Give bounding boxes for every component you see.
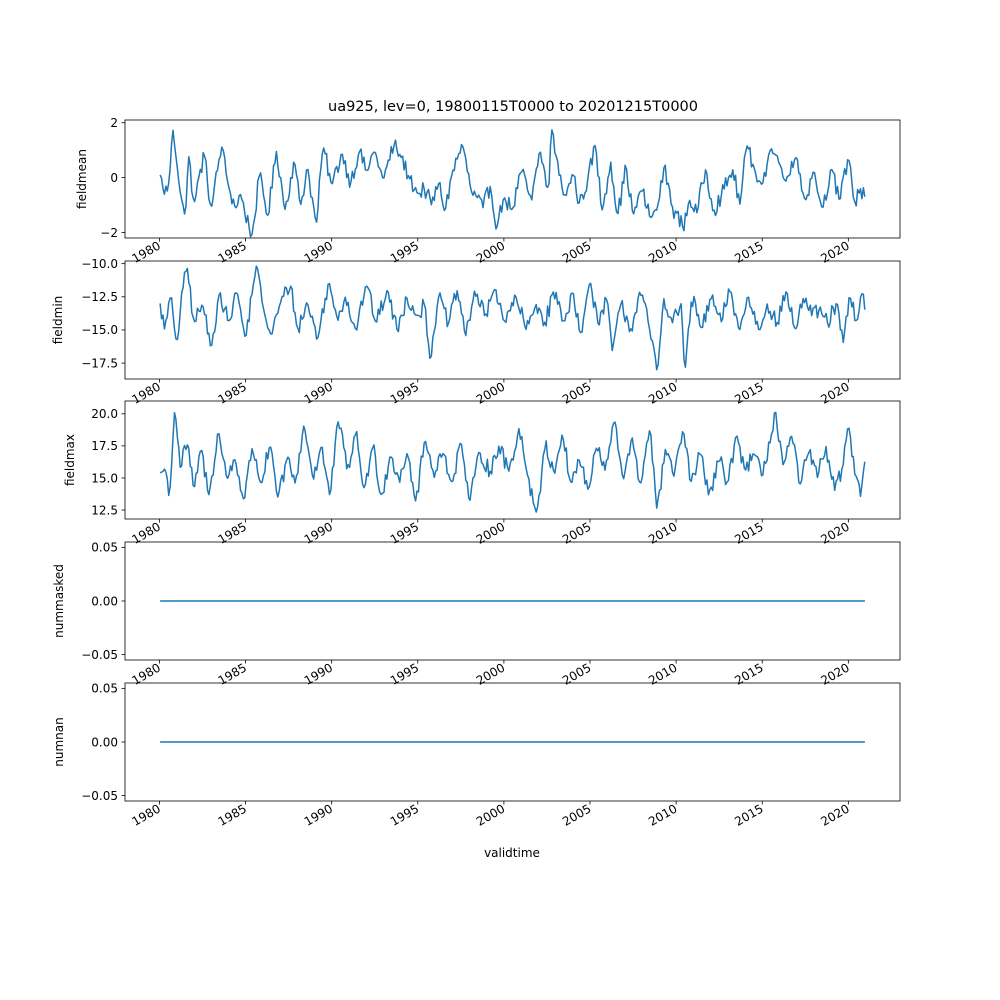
y-tick-label: 20.0 [91, 407, 118, 421]
x-tick-label: 1990 [302, 660, 335, 687]
x-tick-label: 1980 [129, 660, 162, 687]
x-tick-label: 1990 [302, 801, 335, 828]
x-tick-label: 2015 [732, 238, 765, 265]
x-tick-label: 1995 [388, 519, 421, 546]
y-tick-label: 2 [110, 116, 118, 130]
x-tick-label: 1980 [129, 519, 162, 546]
panels: 2 0 −2 1980 1985 1990 1995 2000 2005 2010 2015 2020… [51, 116, 901, 829]
x-tick-label: 2010 [646, 238, 679, 265]
x-tick-label: 2005 [560, 660, 593, 687]
x-tick-label: 2020 [818, 801, 851, 828]
y-tick-label: −2 [100, 226, 118, 240]
x-tick-label: 1980 [129, 801, 162, 828]
x-tick-label: 2010 [646, 801, 679, 828]
x-tick-label: 1995 [388, 801, 421, 828]
x-tick-label: 2015 [732, 379, 765, 406]
axes-frame [124, 260, 901, 380]
x-tick-label: 1990 [302, 238, 335, 265]
x-tick-label: 2010 [646, 379, 679, 406]
x-tick-label: 2020 [818, 379, 851, 406]
x-tick-label: 1985 [216, 801, 249, 828]
panel-numnan: 0.05 0.00 −0.05 1980 1985 1990 1995 2000 2005 201… [52, 682, 901, 829]
series-line-fieldmax [159, 411, 866, 513]
x-tick-label: 1990 [302, 519, 335, 546]
x-tick-label: 2000 [474, 519, 507, 546]
x-tick-label: 1985 [216, 519, 249, 546]
x-tick-label: 1985 [216, 379, 249, 406]
x-tick-label: 1980 [129, 379, 162, 406]
panel-fieldmax: 20.0 17.5 15.0 12.5 1980 1985 1990 1995 2000 2005… [63, 400, 901, 547]
x-tick-label: 1990 [302, 379, 335, 406]
y-axis-label-nummasked: nummasked [52, 564, 66, 638]
x-tick-label: 2000 [474, 660, 507, 687]
y-tick-label: 0.00 [91, 594, 118, 608]
axes-frame [124, 400, 901, 520]
series-line-fieldmin [159, 265, 866, 371]
x-tick-label: 1995 [388, 660, 421, 687]
y-tick-label: −0.05 [81, 648, 118, 662]
x-tick-label: 2005 [560, 519, 593, 546]
x-tick-label: 2000 [474, 379, 507, 406]
y-tick-label: 0.00 [91, 735, 118, 749]
x-tick-label: 2015 [732, 801, 765, 828]
x-tick-label: 1995 [388, 238, 421, 265]
y-tick-label: 15.0 [91, 471, 118, 485]
y-axis-label-fieldmax: fieldmax [63, 434, 77, 486]
x-tick-label: 2015 [732, 519, 765, 546]
panel-nummasked: 0.05 0.00 −0.05 1980 1985 1990 1995 2000 2005 201… [52, 541, 901, 688]
y-tick-label: −17.5 [81, 356, 118, 370]
y-tick-label: 0.05 [91, 541, 118, 555]
x-tick-label: 2005 [560, 801, 593, 828]
x-tick-label: 2000 [474, 801, 507, 828]
x-axis-label: validtime [484, 846, 540, 860]
x-tick-label: 2005 [560, 379, 593, 406]
y-axis-label-numnan: numnan [52, 717, 66, 766]
x-tick-label: 2000 [474, 238, 507, 265]
y-tick-label: 17.5 [91, 439, 118, 453]
y-tick-label: −12.5 [81, 290, 118, 304]
x-tick-label: 2020 [818, 238, 851, 265]
x-tick-label: 1995 [388, 379, 421, 406]
x-tick-label: 2010 [646, 519, 679, 546]
y-tick-label: −15.0 [81, 323, 118, 337]
axes-frame [124, 119, 901, 239]
y-axis-label-fieldmin: fieldmin [51, 296, 65, 345]
panel-fieldmin: −10.0 −12.5 −15.0 −17.5 1980 1985 1990 1995 2000… [51, 257, 901, 407]
x-tick-label: 2005 [560, 238, 593, 265]
x-tick-label: 2015 [732, 660, 765, 687]
y-tick-label: 0 [110, 171, 118, 185]
y-axis-label-fieldmean: fieldmean [75, 149, 89, 209]
x-tick-label: 1985 [216, 238, 249, 265]
x-tick-label: 2020 [818, 519, 851, 546]
x-tick-label: 1985 [216, 660, 249, 687]
x-tick-label: 2020 [818, 660, 851, 687]
x-tick-label: 2010 [646, 660, 679, 687]
x-tick-label: 1980 [129, 238, 162, 265]
y-tick-label: 12.5 [91, 503, 118, 517]
series-line-fieldmean [159, 129, 866, 238]
y-tick-label: 0.05 [91, 682, 118, 696]
panel-fieldmean: 2 0 −2 1980 1985 1990 1995 2000 2005 2010 2015 2020… [75, 116, 901, 266]
chart-title: ua925, lev=0, 19800115T0000 to 20201215T… [328, 99, 698, 115]
y-tick-label: −0.05 [81, 789, 118, 803]
y-tick-label: −10.0 [81, 257, 118, 271]
